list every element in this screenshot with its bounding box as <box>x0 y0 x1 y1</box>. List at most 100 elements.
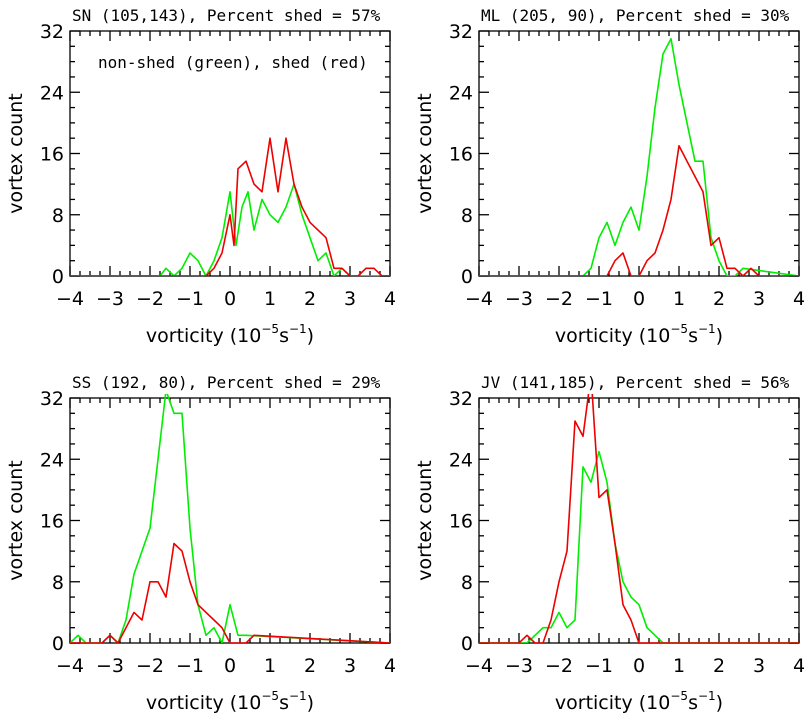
x-tick-label: 1 <box>264 288 276 310</box>
x-tick-label: −4 <box>465 655 493 677</box>
x-tick-label: −1 <box>585 655 613 677</box>
y-tick-label: 24 <box>40 449 64 471</box>
y-axis-label: vortex count <box>5 460 27 580</box>
y-tick-label: 0 <box>52 266 64 288</box>
y-tick-label: 16 <box>449 144 473 166</box>
x-tick-label: 1 <box>673 655 685 677</box>
x-tick-label: 1 <box>264 655 276 677</box>
y-tick-label: 32 <box>40 388 64 410</box>
series-line-shed <box>479 145 799 276</box>
x-label-text: s <box>688 692 698 714</box>
x-tick-label: 2 <box>713 655 725 677</box>
chart-title: JV (141,185), Percent shed = 56% <box>481 373 790 392</box>
chart-title: SS (192, 80), Percent shed = 29% <box>72 373 381 392</box>
x-label-exponent: −1 <box>289 322 307 336</box>
y-tick-label: 16 <box>449 511 473 533</box>
x-tick-label: 3 <box>344 288 356 310</box>
axes-frame <box>478 30 800 277</box>
x-tick-label: −4 <box>56 655 84 677</box>
x-tick-label: 4 <box>793 655 805 677</box>
x-label-exponent: −1 <box>698 322 716 336</box>
legend-annotation: non-shed (green), shed (red) <box>98 53 368 72</box>
series-line-shed <box>70 137 390 276</box>
y-tick-label: 24 <box>449 82 473 104</box>
y-tick-label: 32 <box>40 21 64 43</box>
x-tick-label: −3 <box>96 288 124 310</box>
x-tick-label: 3 <box>344 655 356 677</box>
y-tick-label: 8 <box>52 205 64 227</box>
y-tick-label: 32 <box>449 21 473 43</box>
x-tick-label: −3 <box>96 655 124 677</box>
y-tick-label: 8 <box>461 572 473 594</box>
x-tick-label: −1 <box>176 288 204 310</box>
x-label-exponent: −5 <box>261 322 279 336</box>
x-tick-label: −1 <box>176 655 204 677</box>
x-tick-label: 0 <box>633 288 645 310</box>
x-tick-label: −4 <box>56 288 84 310</box>
x-tick-label: −3 <box>505 288 533 310</box>
x-label-text: vorticity (10 <box>146 692 261 714</box>
y-tick-label: 16 <box>40 144 64 166</box>
x-tick-label: 0 <box>224 288 236 310</box>
x-axis-label: vorticity (10−5s−1) <box>146 689 314 714</box>
y-tick-label: 0 <box>52 633 64 655</box>
y-axis-label: vortex count <box>414 460 436 580</box>
series-line-shed <box>479 394 799 643</box>
x-tick-label: −4 <box>465 288 493 310</box>
x-label-text: vorticity (10 <box>555 692 670 714</box>
y-tick-label: 0 <box>461 633 473 655</box>
x-label-exponent: −5 <box>261 689 279 703</box>
y-tick-label: 32 <box>449 388 473 410</box>
x-label-text: ) <box>307 325 314 347</box>
x-tick-label: −1 <box>585 288 613 310</box>
y-tick-label: 8 <box>461 205 473 227</box>
y-tick-label: 0 <box>461 266 473 288</box>
chart-title: ML (205, 90), Percent shed = 30% <box>481 6 790 25</box>
x-tick-label: 4 <box>384 288 396 310</box>
x-tick-label: 4 <box>384 655 396 677</box>
chart-title: SN (105,143), Percent shed = 57% <box>72 6 381 25</box>
x-label-text: ) <box>716 325 723 347</box>
x-tick-label: −2 <box>545 288 573 310</box>
x-tick-label: −2 <box>136 655 164 677</box>
x-label-exponent: −5 <box>670 689 688 703</box>
x-tick-label: −2 <box>136 288 164 310</box>
x-tick-label: −3 <box>505 655 533 677</box>
series-line-non-shed <box>70 183 390 276</box>
x-axis-label: vorticity (10−5s−1) <box>146 322 314 347</box>
series-line-non-shed <box>479 37 799 276</box>
x-tick-label: 2 <box>304 288 316 310</box>
x-tick-label: 4 <box>793 288 805 310</box>
x-label-text: ) <box>307 692 314 714</box>
y-tick-label: 8 <box>52 572 64 594</box>
y-axis-label: vortex count <box>5 93 27 213</box>
chart-panel-3: −4 −3 −2 −1 0 1 2 3 4 0 8 16 24 32 SS (192, 80), Perce… <box>5 373 396 714</box>
x-tick-label: 2 <box>304 655 316 677</box>
x-tick-label: 1 <box>673 288 685 310</box>
x-label-exponent: −1 <box>698 689 716 703</box>
x-axis-label: vorticity (10−5s−1) <box>555 689 723 714</box>
y-tick-label: 24 <box>449 449 473 471</box>
x-tick-label: 0 <box>224 655 236 677</box>
series-line-non-shed <box>70 394 390 643</box>
x-label-text: vorticity (10 <box>146 325 261 347</box>
x-label-exponent: −5 <box>670 322 688 336</box>
x-tick-label: 2 <box>713 288 725 310</box>
x-axis-label: vorticity (10−5s−1) <box>555 322 723 347</box>
x-label-text: s <box>688 325 698 347</box>
series-line-non-shed <box>479 450 799 643</box>
chart-panel-2: −4 −3 −2 −1 0 1 2 3 4 0 8 16 24 32 ML (205, 90), Perce… <box>414 6 805 347</box>
x-label-text: vorticity (10 <box>555 325 670 347</box>
x-label-exponent: −1 <box>289 689 307 703</box>
x-label-text: s <box>279 692 289 714</box>
x-tick-label: 0 <box>633 655 645 677</box>
x-tick-label: −2 <box>545 655 573 677</box>
chart-panel-4: −4 −3 −2 −1 0 1 2 3 4 0 8 16 24 32 JV (141,185), Perce… <box>414 373 805 714</box>
x-tick-label: 3 <box>753 655 765 677</box>
x-tick-label: 3 <box>753 288 765 310</box>
chart-panel-1: −4 −3 −2 −1 0 1 2 3 4 0 8 16 24 32 SN (105,143), Perce… <box>5 6 396 347</box>
x-label-text: ) <box>716 692 723 714</box>
y-tick-label: 16 <box>40 511 64 533</box>
y-tick-label: 24 <box>40 82 64 104</box>
